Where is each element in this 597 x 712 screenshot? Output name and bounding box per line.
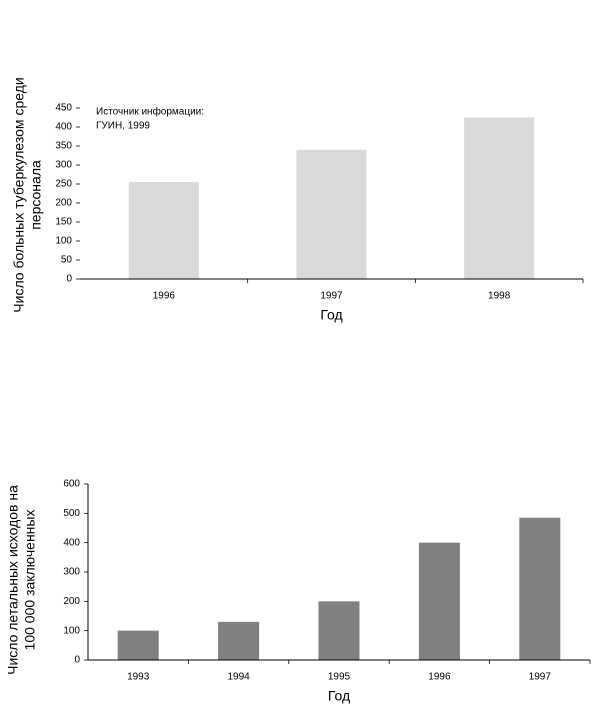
- y-tick-label: 350: [55, 141, 72, 152]
- annotation: Источник информации:: [96, 106, 204, 118]
- x-tick-label: 1994: [227, 672, 250, 683]
- x-tick-label: 1996: [428, 672, 451, 683]
- y-tick-label: 100: [63, 625, 80, 636]
- y-tick-label: 500: [63, 508, 80, 519]
- y-tick-label: 450: [55, 103, 72, 114]
- y-tick-label: 200: [63, 596, 80, 607]
- y-tick-label: 0: [74, 655, 80, 666]
- x-tick-label: 1993: [127, 672, 150, 683]
- y-axis-title: Число летальных исходов на: [5, 485, 21, 675]
- bar: [117, 630, 159, 660]
- y-tick-label: 300: [55, 160, 72, 171]
- bar: [128, 182, 199, 279]
- y-tick-label: 400: [63, 537, 80, 548]
- y-tick-label: 100: [55, 236, 72, 247]
- y-tick-label: 300: [63, 567, 80, 578]
- bar: [218, 621, 260, 660]
- y-tick-label: 0: [66, 274, 72, 285]
- y-tick-label: 250: [55, 179, 72, 190]
- y-tick-label: 50: [61, 255, 73, 266]
- y-axis-title: 100 000 заключенных: [22, 510, 38, 651]
- y-axis-title: персонала: [28, 160, 44, 230]
- y-tick-label: 200: [55, 198, 72, 209]
- x-tick-label: 1997: [320, 291, 343, 302]
- y-tick-label: 600: [63, 479, 80, 490]
- x-tick-label: 1995: [328, 672, 351, 683]
- y-tick-label: 150: [55, 217, 72, 228]
- bar: [519, 517, 561, 660]
- bar: [318, 601, 360, 660]
- x-axis-title: Год: [328, 688, 350, 704]
- x-tick-label: 1997: [529, 672, 552, 683]
- bar: [418, 542, 460, 660]
- annotation: ГУИН, 1999: [96, 121, 150, 132]
- x-tick-label: 1996: [153, 291, 176, 302]
- y-axis-title: Число больных туберкулезом среди: [11, 77, 27, 312]
- bar: [464, 117, 535, 279]
- x-tick-label: 1998: [488, 291, 511, 302]
- bar: [296, 149, 367, 279]
- x-axis-title: Год: [320, 307, 342, 323]
- y-tick-label: 400: [55, 122, 72, 133]
